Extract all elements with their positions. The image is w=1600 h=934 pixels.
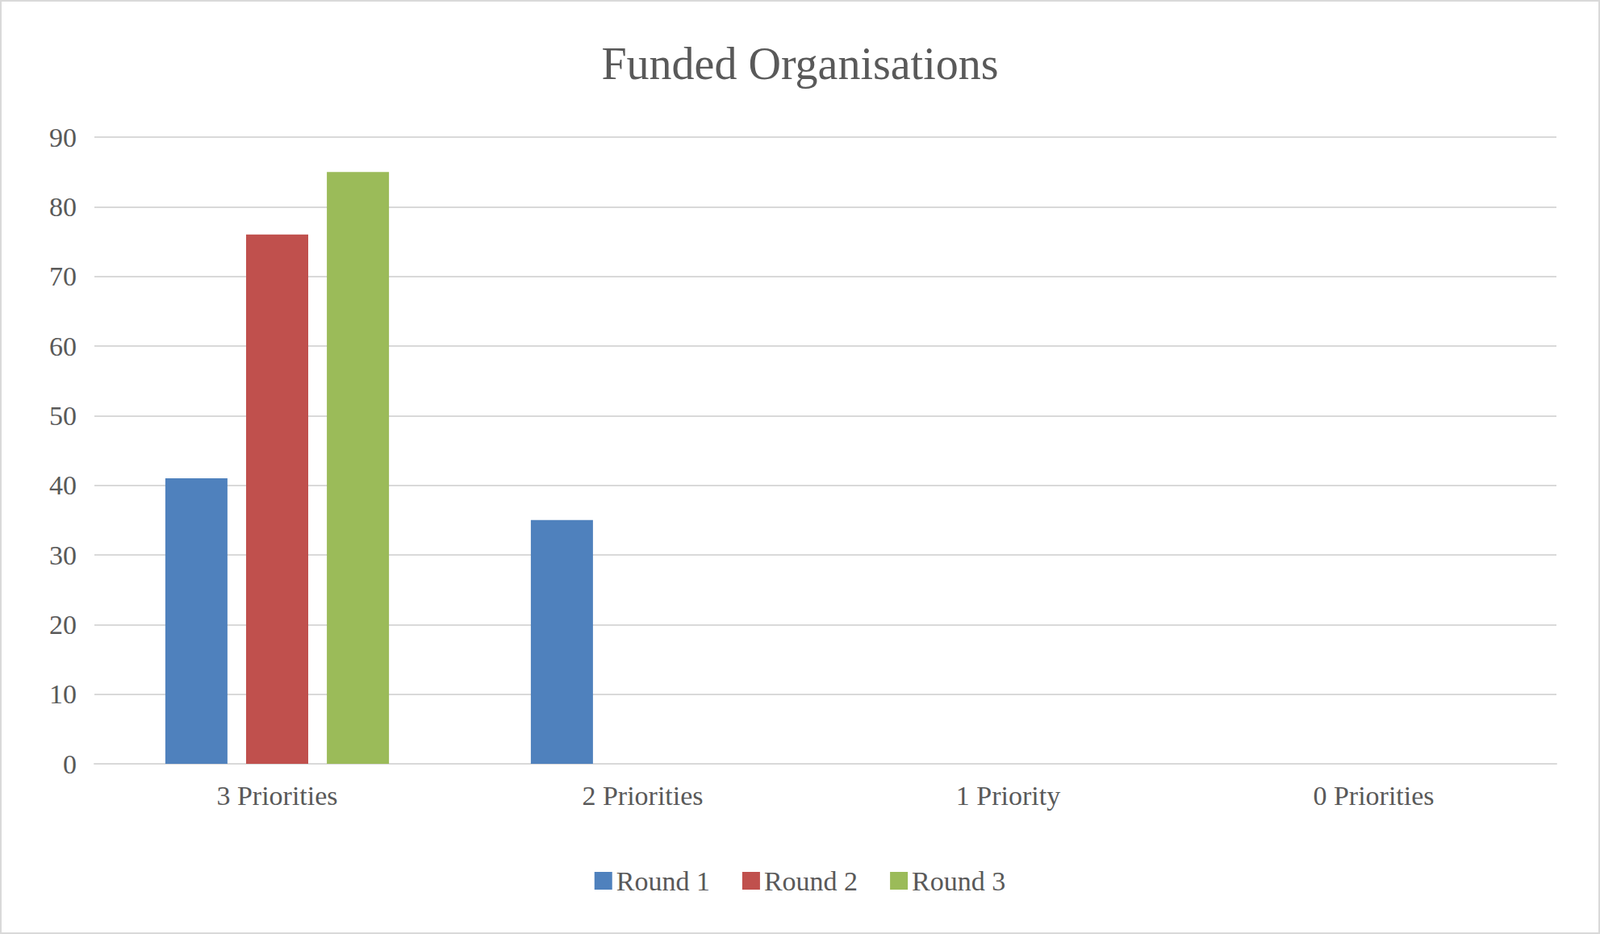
- svg-text:2 Priorities: 2 Priorities: [581, 781, 703, 811]
- svg-text:0 Priorities: 0 Priorities: [1312, 781, 1434, 811]
- svg-text:90: 90: [49, 122, 77, 153]
- svg-text:20: 20: [49, 609, 77, 640]
- svg-text:80: 80: [49, 192, 77, 222]
- svg-text:40: 40: [49, 470, 77, 501]
- svg-text:Round 3: Round 3: [911, 866, 1006, 897]
- svg-text:60: 60: [49, 331, 77, 362]
- svg-text:1 Priority: 1 Priority: [956, 781, 1061, 811]
- svg-text:70: 70: [49, 261, 77, 292]
- svg-text:30: 30: [49, 540, 77, 571]
- svg-text:0: 0: [62, 749, 77, 780]
- svg-text:Round 1: Round 1: [616, 866, 711, 897]
- svg-text:3 Priorities: 3 Priorities: [216, 781, 338, 811]
- svg-text:Round 2: Round 2: [764, 866, 858, 897]
- svg-text:Funded Organisations: Funded Organisations: [601, 38, 999, 89]
- svg-text:10: 10: [49, 679, 77, 710]
- svg-text:50: 50: [49, 401, 77, 431]
